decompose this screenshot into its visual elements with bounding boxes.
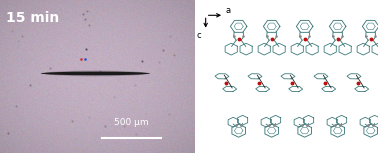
Text: 500 μm: 500 μm xyxy=(114,118,149,127)
Text: c: c xyxy=(196,31,201,40)
Text: a: a xyxy=(226,6,231,15)
Ellipse shape xyxy=(41,72,150,75)
Text: 15 min: 15 min xyxy=(6,11,59,25)
Ellipse shape xyxy=(43,71,147,76)
